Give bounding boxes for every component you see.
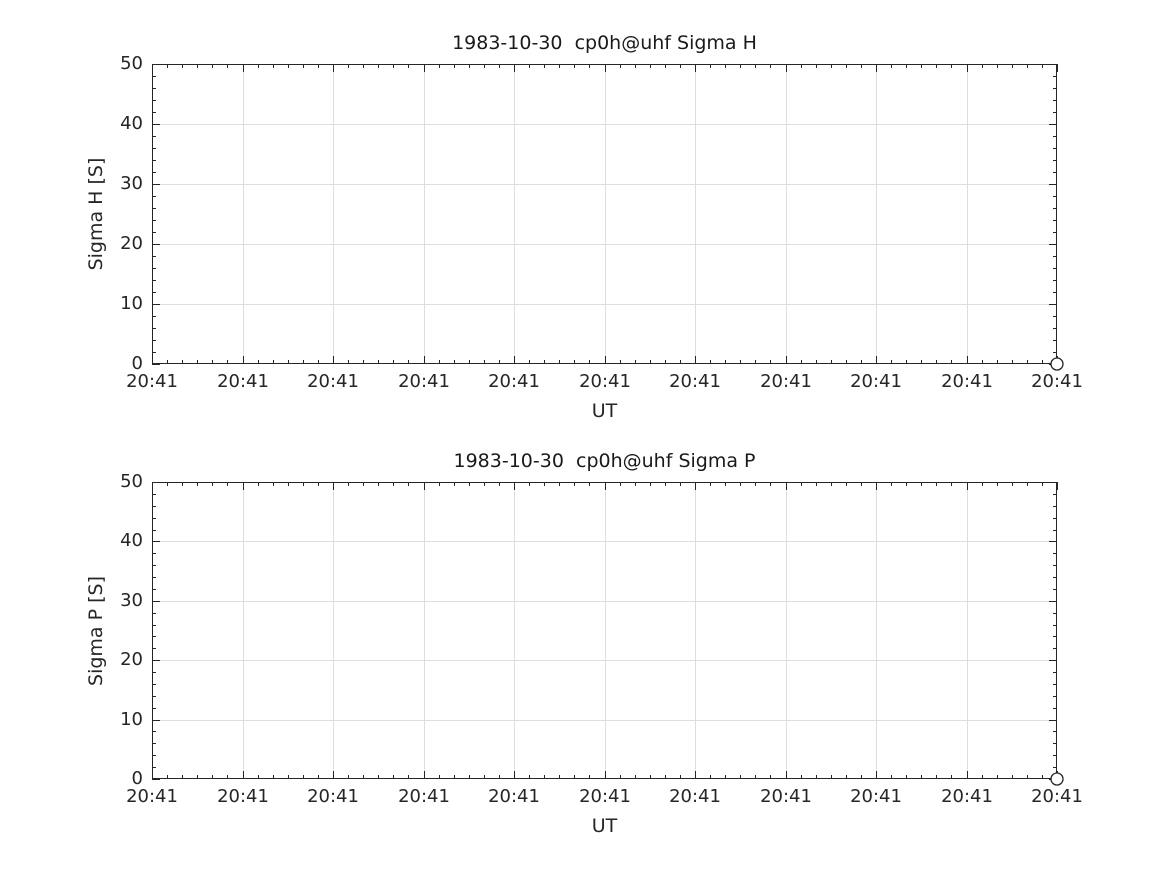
- y-tick-label: 40: [120, 530, 143, 551]
- y-tick-label: 0: [131, 353, 143, 374]
- x-tick-label: 20:41: [850, 371, 902, 392]
- plot-area: [152, 64, 1064, 371]
- chart-title: 1983-10-30 cp0h@uhf Sigma H: [452, 32, 757, 54]
- x-tick-label: 20:41: [217, 371, 269, 392]
- x-tick-label: 20:41: [307, 371, 359, 392]
- y-tick-label: 30: [120, 173, 143, 194]
- x-tick-label: 20:41: [488, 371, 540, 392]
- x-tick-label: 20:41: [760, 786, 812, 807]
- y-tick-label: 20: [120, 649, 143, 670]
- chart-title: 1983-10-30 cp0h@uhf Sigma P: [453, 450, 756, 472]
- data-point-marker: [1050, 772, 1064, 786]
- x-tick-label: 20:41: [398, 371, 450, 392]
- x-tick-label: 20:41: [760, 371, 812, 392]
- x-tick-label: 20:41: [669, 786, 721, 807]
- y-tick-label: 40: [120, 113, 143, 134]
- x-tick-label: 20:41: [1031, 371, 1083, 392]
- x-tick-label: 20:41: [669, 371, 721, 392]
- tick-marks: [152, 482, 1058, 780]
- axes-box: [152, 482, 1057, 779]
- y-tick-label: 30: [120, 590, 143, 611]
- x-tick-label: 20:41: [126, 786, 178, 807]
- x-tick-label: 20:41: [1031, 786, 1083, 807]
- x-tick-label: 20:41: [850, 786, 902, 807]
- x-tick-label: 20:41: [579, 786, 631, 807]
- x-axis-label: UT: [591, 815, 618, 837]
- y-tick-label: 20: [120, 233, 143, 254]
- tick-marks: [152, 64, 1058, 365]
- plot-area: [152, 482, 1064, 786]
- x-tick-label: 20:41: [579, 371, 631, 392]
- y-tick-label: 10: [120, 709, 143, 730]
- x-tick-label: 20:41: [126, 371, 178, 392]
- y-tick-label: 50: [120, 471, 143, 492]
- x-tick-label: 20:41: [307, 786, 359, 807]
- x-tick-label: 20:41: [398, 786, 450, 807]
- data-point-marker: [1050, 357, 1064, 371]
- axes-box: [152, 64, 1057, 364]
- grid-lines: [152, 64, 1057, 364]
- y-tick-label: 10: [120, 293, 143, 314]
- y-tick-label: 0: [131, 768, 143, 789]
- y-tick-label: 50: [120, 53, 143, 74]
- x-axis-label: UT: [591, 400, 618, 422]
- x-tick-label: 20:41: [217, 786, 269, 807]
- grid-lines: [152, 482, 1057, 779]
- x-tick-label: 20:41: [941, 371, 993, 392]
- x-tick-label: 20:41: [488, 786, 540, 807]
- x-tick-label: 20:41: [941, 786, 993, 807]
